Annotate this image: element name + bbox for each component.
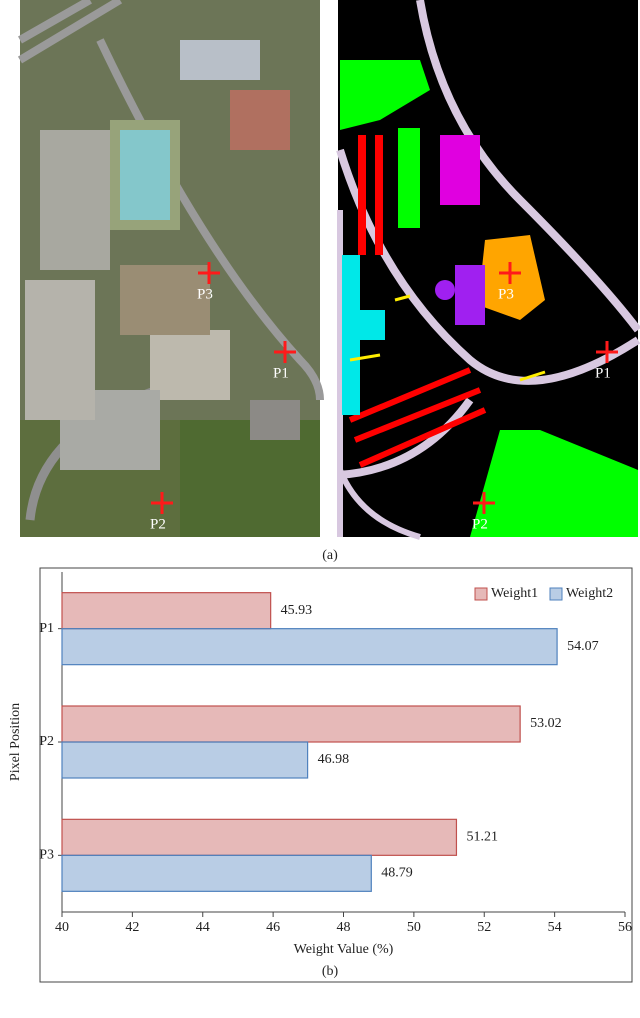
satellite-image [17,0,324,537]
legend-label: Weight1 [491,586,538,601]
marker-label: P1 [273,365,289,381]
caption-b: (b) [322,964,339,979]
marker-label: P2 [472,516,488,532]
bar [61,628,558,666]
marker-label: P2 [150,516,166,532]
x-tick-label: 54 [548,920,562,935]
value-label: 48.79 [381,866,413,881]
x-tick-label: 50 [407,920,421,935]
x-tick-label: 48 [337,920,351,935]
value-label: 53.02 [530,716,562,731]
marker-cross [499,262,521,284]
bar [61,592,272,630]
chart-frame [39,567,633,983]
x-tick-label: 46 [266,920,280,935]
bar [61,705,521,743]
x-tick-label: 40 [55,920,69,935]
x-axis-label: Weight Value (%) [294,942,394,957]
classification-map [336,0,640,540]
value-label: 45.93 [281,603,313,618]
y-tick-label: P1 [39,621,54,636]
y-axis-label: Pixel Position [8,703,23,781]
legend-swatch [474,587,488,601]
bar [61,854,372,892]
legend-swatch [549,587,563,601]
marker-cross [596,341,618,363]
marker-cross [473,492,495,514]
x-tick-label: 52 [477,920,491,935]
marker-label: P1 [595,365,611,381]
marker-cross [198,262,220,284]
value-label: 51.21 [466,830,498,845]
x-tick-label: 44 [196,920,210,935]
marker-label: P3 [498,286,514,302]
marker-cross [274,341,296,363]
marker-cross [151,492,173,514]
value-label: 46.98 [318,752,350,767]
markers: P1 P2 P3 P1 P2 P3 [150,262,618,532]
y-tick-label: P3 [39,848,54,863]
bar [61,818,458,856]
caption-a: (a) [322,548,338,563]
bar [61,741,309,779]
bar-chart: 40 42 44 46 48 50 52 54 56 Weight Value (%) Pixel … [8,572,632,957]
y-tick-label: P2 [39,734,54,749]
x-tick-label: 56 [618,920,632,935]
value-label: 54.07 [567,639,599,654]
legend-label: Weight2 [566,586,613,601]
marker-label: P3 [197,286,213,302]
x-tick-label: 42 [125,920,139,935]
